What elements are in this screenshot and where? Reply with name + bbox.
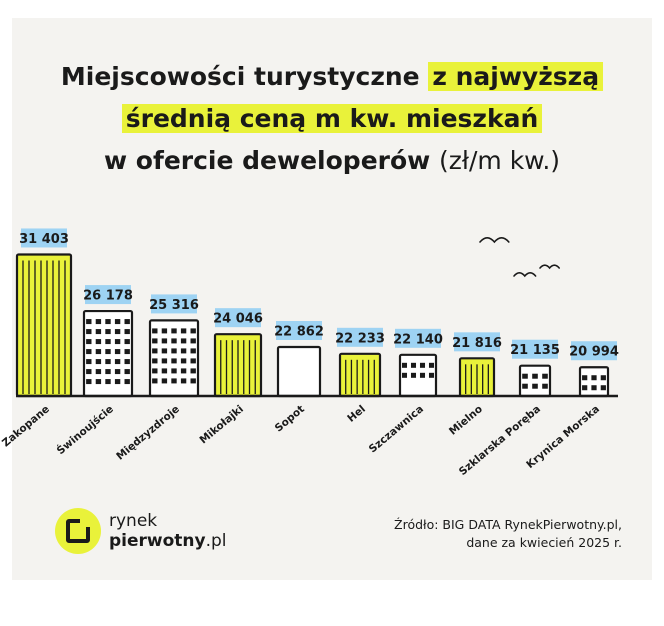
title-part-2: z najwyższą xyxy=(428,62,604,91)
bar-0 xyxy=(15,253,73,398)
value-label-text-2: 25 316 xyxy=(149,298,199,313)
bar-9 xyxy=(578,366,610,398)
value-label-text-5: 22 233 xyxy=(335,331,385,346)
birds-decoration xyxy=(479,237,560,278)
category-label-4: Sopot xyxy=(273,403,307,434)
logo-line-2: pierwotny.pl xyxy=(109,531,227,551)
logo-line-1: rynek xyxy=(109,511,158,531)
value-labels-group: 31 403 26 178 25 316 24 046 22 862 22 233 22 1… xyxy=(19,228,619,361)
category-label-1: Świnoujście xyxy=(54,402,116,457)
bird-icon xyxy=(479,237,510,244)
title-part-3: średnią ceną m kw. mieszkań xyxy=(121,104,543,133)
bar-3 xyxy=(213,333,263,398)
logo-text: rynek pierwotny.pl xyxy=(109,511,227,551)
value-label-text-7: 21 816 xyxy=(452,336,502,351)
category-label-2: Międzyzdroje xyxy=(114,403,182,463)
bar-4 xyxy=(276,345,322,398)
category-label-6: Szczawnica xyxy=(367,403,426,455)
category-label-3: Mikołajki xyxy=(198,403,246,446)
title-unit: (zł/m kw.) xyxy=(438,146,561,175)
value-label-text-9: 20 994 xyxy=(569,345,619,360)
bar-6 xyxy=(398,353,438,398)
logo-line-2-suffix: .pl xyxy=(205,531,227,551)
value-label-2: 25 316 xyxy=(149,294,199,314)
value-label-7: 21 816 xyxy=(452,332,502,352)
value-label-text-6: 22 140 xyxy=(393,332,443,347)
value-label-text-8: 21 135 xyxy=(510,343,560,358)
value-label-9: 20 994 xyxy=(569,341,619,361)
chart-title: Miejscowości turystyczne z najwyższą śre… xyxy=(12,56,652,182)
title-line-2: średnią ceną m kw. mieszkań xyxy=(12,98,652,140)
value-label-8: 21 135 xyxy=(510,339,560,359)
bar-7 xyxy=(458,357,496,398)
source-note: Źródło: BIG DATA RynekPierwotny.pl, dane… xyxy=(394,516,622,552)
bar-5 xyxy=(338,352,382,398)
title-part-4: w ofercie deweloperów xyxy=(103,146,431,175)
category-label-0: Zakopane xyxy=(0,403,52,449)
title-line-3: w ofercie deweloperów (zł/m kw.) xyxy=(12,140,652,182)
bird-icon xyxy=(539,264,560,270)
category-label-7: Mielno xyxy=(447,403,485,438)
logo-mark-icon xyxy=(55,508,101,554)
source-line-1: Źródło: BIG DATA RynekPierwotny.pl, xyxy=(394,517,622,532)
value-label-text-4: 22 862 xyxy=(274,324,324,339)
value-label-6: 22 140 xyxy=(393,328,443,348)
category-label-5: Hel xyxy=(345,403,368,425)
value-label-1: 26 178 xyxy=(83,285,133,305)
title-part-1: Miejscowości turystyczne xyxy=(60,62,420,91)
value-label-5: 22 233 xyxy=(335,327,385,347)
bar-8 xyxy=(518,364,552,398)
title-line-1: Miejscowości turystyczne z najwyższą xyxy=(12,56,652,98)
value-label-4: 22 862 xyxy=(274,320,324,340)
value-label-text-1: 26 178 xyxy=(83,289,133,304)
bird-icon xyxy=(513,272,537,278)
value-label-3: 24 046 xyxy=(213,308,263,328)
bar-1 xyxy=(82,309,134,398)
value-label-text-0: 31 403 xyxy=(19,232,69,247)
bar-2 xyxy=(148,319,200,398)
logo-line-2-bold: pierwotny xyxy=(109,531,206,551)
value-label-text-3: 24 046 xyxy=(213,312,263,327)
source-line-2: dane za kwiecień 2025 r. xyxy=(466,535,622,550)
value-label-0: 31 403 xyxy=(19,228,69,248)
bars-group xyxy=(15,253,610,398)
